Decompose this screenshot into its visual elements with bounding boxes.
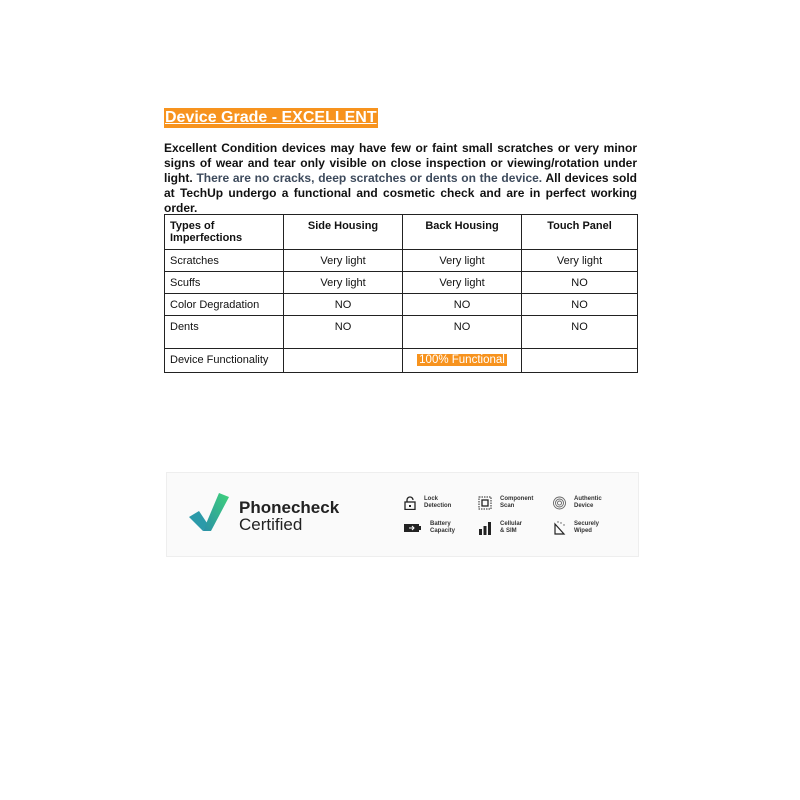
cellular-icon	[479, 522, 491, 535]
table-cell: Very light	[283, 271, 403, 294]
page-title: Device Grade - EXCELLENT	[164, 108, 378, 128]
feature-lock-detection: Lock Detection	[404, 496, 451, 510]
feature-label: Device	[574, 503, 594, 509]
table-row: Dents NO NO NO	[164, 315, 638, 349]
row-label: Device Functionality	[164, 348, 284, 373]
imperfections-table: Types of Imperfections Side Housing Back…	[164, 214, 638, 373]
table-row: Scratches Very light Very light Very lig…	[164, 249, 638, 272]
table-cell	[521, 348, 638, 373]
row-label: Scratches	[164, 249, 284, 272]
description-part3: All devices sold at TechUp undergo a fun…	[164, 171, 637, 215]
header-cell: Side Housing	[283, 214, 403, 250]
brand-name: Phonecheck Certified	[239, 499, 339, 533]
row-label: Color Degradation	[164, 293, 284, 316]
header-cell: Back Housing	[402, 214, 522, 250]
table-cell: Very light	[521, 249, 638, 272]
table-row: Scuffs Very light Very light NO	[164, 271, 638, 294]
table-cell: NO	[283, 293, 403, 316]
phonecheck-banner: Phonecheck Certified Lock Detection Compo…	[166, 472, 639, 557]
table-row: Color Degradation NO NO NO	[164, 293, 638, 316]
header-cell: Types of Imperfections	[164, 214, 284, 250]
table-cell: Very light	[402, 271, 522, 294]
table-cell: Very light	[283, 249, 403, 272]
battery-icon	[404, 524, 421, 532]
feature-cellular-sim: Cellular & SIM	[478, 521, 522, 535]
functional-badge: 100% Functional	[417, 354, 507, 366]
feature-battery-capacity: Battery Capacity	[404, 521, 455, 535]
table-cell: NO	[521, 315, 638, 349]
description-part1: Excellent Condition devices may have few…	[164, 141, 637, 185]
table-cell: NO	[402, 315, 522, 349]
feature-label: Lock	[424, 496, 439, 502]
table-cell: NO	[283, 315, 403, 349]
feature-component-scan: Component Scan	[478, 496, 533, 510]
phonecheck-check-logo	[189, 493, 229, 531]
feature-label: & SIM	[500, 528, 517, 534]
component-scan-icon	[478, 496, 492, 510]
feature-label: Scan	[500, 503, 515, 509]
feature-label: Authentic	[574, 496, 602, 502]
row-label: Dents	[164, 315, 284, 349]
fingerprint-icon	[553, 496, 566, 510]
feature-label: Battery	[430, 521, 451, 527]
wipe-icon	[554, 521, 566, 535]
feature-label: Component	[500, 496, 534, 502]
feature-label: Securely	[574, 521, 600, 527]
feature-label: Capacity	[430, 528, 456, 534]
lock-icon	[404, 496, 416, 510]
row-label: Scuffs	[164, 271, 284, 294]
table-cell: NO	[521, 293, 638, 316]
table-cell: NO	[521, 271, 638, 294]
table-header-row: Types of Imperfections Side Housing Back…	[164, 214, 638, 250]
brand-line1: Phonecheck	[239, 498, 340, 517]
grade-description: Excellent Condition devices may have few…	[164, 141, 637, 216]
table-cell: Very light	[402, 249, 522, 272]
description-part2: There are no cracks, deep scratches or d…	[196, 171, 543, 185]
table-cell: 100% Functional	[402, 348, 522, 373]
feature-securely-wiped: Securely Wiped	[553, 521, 599, 535]
feature-label: Detection	[424, 503, 452, 509]
feature-authentic-device: Authentic Device	[553, 496, 602, 510]
brand-line2: Certified	[239, 515, 303, 534]
table-cell	[283, 348, 403, 373]
header-cell: Touch Panel	[521, 214, 638, 250]
table-cell: NO	[402, 293, 522, 316]
feature-label: Cellular	[500, 521, 523, 527]
feature-label: Wiped	[574, 528, 592, 534]
table-row-functionality: Device Functionality 100% Functional	[164, 348, 638, 373]
